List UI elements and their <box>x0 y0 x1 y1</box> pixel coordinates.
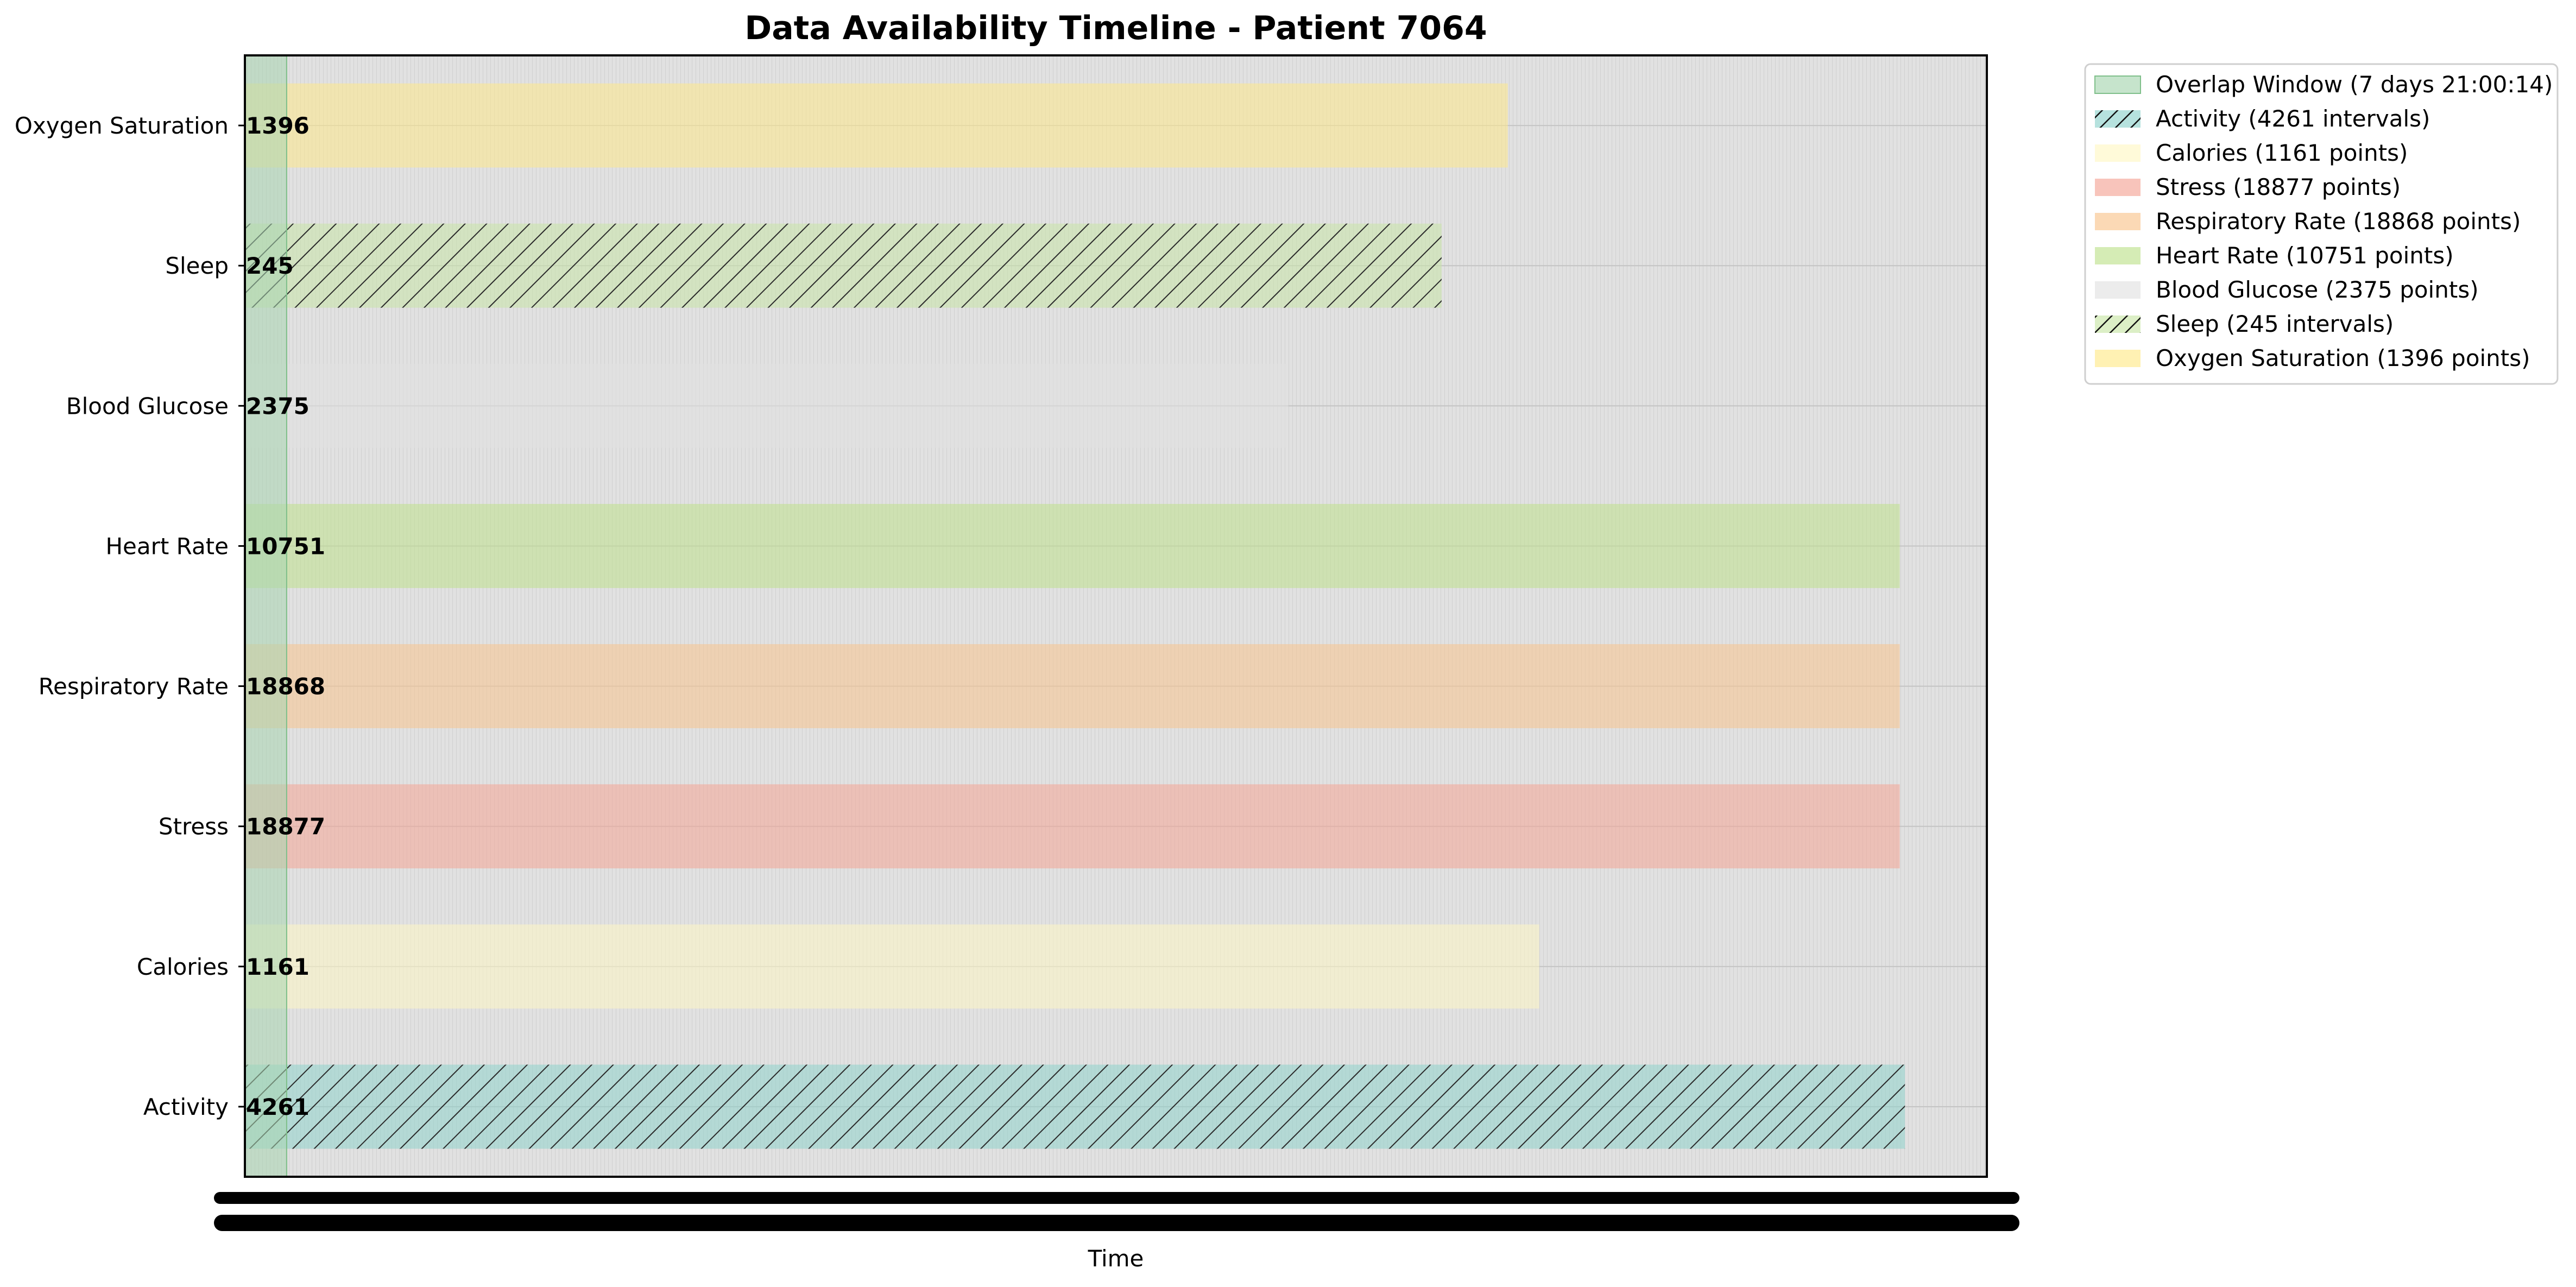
legend-label: Blood Glucose (2375 points) <box>2156 276 2479 303</box>
legend: Overlap Window (7 days 21:00:14) Activity… <box>2084 63 2559 385</box>
legend-box <box>2084 63 2559 385</box>
legend-swatch-hatch <box>2095 316 2141 333</box>
x-axis-tick-labels <box>214 1192 2019 1231</box>
bar-hatch-sleep <box>245 223 1442 308</box>
count-label-activity: 4261 <box>246 1094 310 1120</box>
y-axis-labels: Activity Calories Stress Respiratory Rate He… <box>15 112 245 1120</box>
legend-label: Heart Rate (10751 points) <box>2156 242 2454 269</box>
overlap-window-span <box>244 55 287 1177</box>
bar-respiratory-rate <box>245 644 1900 728</box>
overlap-window <box>244 55 287 1177</box>
legend-label: Sleep (245 intervals) <box>2156 311 2394 337</box>
count-label-sleep: 245 <box>246 253 294 279</box>
y-label-blood-glucose: Blood Glucose <box>66 393 229 419</box>
bar-hatch-activity <box>245 1064 1905 1149</box>
y-label-sleep: Sleep <box>165 253 229 279</box>
legend-label: Oxygen Saturation (1396 points) <box>2156 345 2530 371</box>
series-bars <box>245 83 1905 1149</box>
y-label-activity: Activity <box>143 1094 229 1120</box>
count-label-calories: 1161 <box>246 954 310 980</box>
plot-frame <box>244 54 1988 1178</box>
x-tick-label-blob <box>214 1215 2019 1231</box>
legend-label: Activity (4261 intervals) <box>2156 105 2430 132</box>
count-label-blood-glucose: 2375 <box>246 393 310 419</box>
legend-swatch <box>2095 350 2141 367</box>
legend-swatch <box>2095 213 2141 230</box>
legend-swatch-hatch <box>2095 110 2141 128</box>
legend-label: Respiratory Rate (18868 points) <box>2156 208 2521 235</box>
bar-calories <box>245 924 1539 1009</box>
bar-heart-rate <box>245 504 1900 588</box>
y-label-calories: Calories <box>137 954 229 980</box>
chart-title: Data Availability Timeline - Patient 706… <box>744 9 1487 47</box>
legend-label: Stress (18877 points) <box>2156 174 2401 200</box>
legend-swatch <box>2095 281 2141 299</box>
legend-label: Calories (1161 points) <box>2156 140 2408 166</box>
legend-swatch <box>2095 247 2141 264</box>
y-label-stress: Stress <box>159 813 229 840</box>
legend-swatch <box>2094 75 2141 94</box>
count-label-respiratory-rate: 18868 <box>246 673 325 700</box>
count-label-heart-rate: 10751 <box>246 533 325 559</box>
y-label-respiratory-rate: Respiratory Rate <box>39 673 229 700</box>
count-label-stress: 18877 <box>246 813 325 840</box>
legend-swatch <box>2095 144 2141 162</box>
count-labels: 4261 1161 18877 18868 10751 2375 245 1396 <box>246 112 325 1120</box>
x-tick-label-blob <box>214 1192 2019 1204</box>
legend-label: Overlap Window (7 days 21:00:14) <box>2156 71 2553 98</box>
bar-blood-glucose <box>245 363 1289 448</box>
legend-swatch <box>2095 179 2141 196</box>
bar-oxygen-saturation <box>245 83 1508 168</box>
x-axis-label: Time <box>1088 1245 1144 1272</box>
count-label-oxygen-saturation: 1396 <box>246 112 310 139</box>
y-label-heart-rate: Heart Rate <box>105 533 229 559</box>
y-label-oxygen-saturation: Oxygen Saturation <box>15 112 229 139</box>
bar-stress <box>245 784 1900 869</box>
